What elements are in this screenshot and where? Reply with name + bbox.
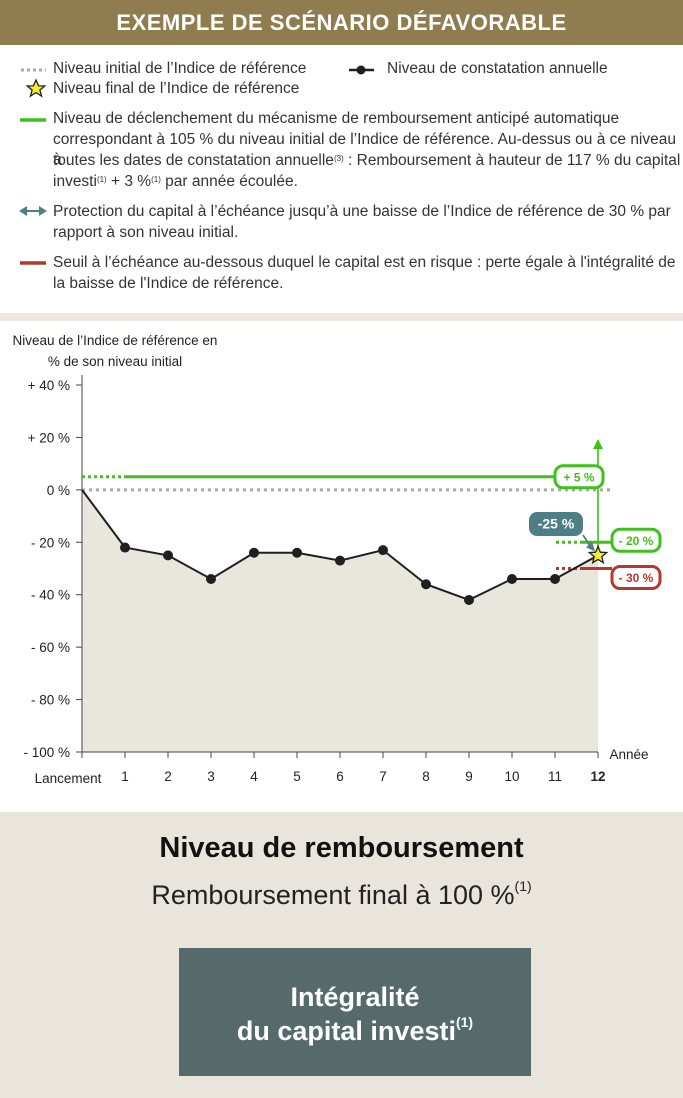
y-tick-label: 0 % [47,483,70,498]
legend-protection-line-2: rapport à son niveau initial. [53,224,239,241]
x-tick-label: 8 [422,769,430,784]
data-point [206,573,216,584]
y-tick-label: - 100 % [23,745,70,760]
legend-trigger-line-4: investi(1) + 3 %(1) par année écoulée. [53,173,298,190]
legend-final-label: Niveau final de l’Indice de référence [53,80,300,97]
y-tick-label: + 20 % [28,430,70,445]
data-point [464,594,474,605]
data-point [120,542,130,553]
star-icon [25,78,47,98]
y-axis-title-line-2: % de son niveau initial [48,354,182,369]
legend-symbols [19,65,374,265]
gap-badge-label: - 20 % [619,534,654,548]
barrier-badge-label: - 30 % [619,571,654,585]
legend-protection-line-1: Protection du capital à l’échéance jusqu… [53,203,671,220]
legend-annual-label: Niveau de constatation annuelle [387,60,608,77]
trigger-badge-label: + 5 % [563,470,594,484]
index-level-chart: + 40 % + 20 % 0 % - 20 % - 40 % - 60 % - 80 % -… [13,333,662,786]
capital-box: Intégralité du capital investi(1) [179,948,531,1076]
marker-line-icon [349,65,374,75]
y-axis-title-line-1: Niveau de l’Indice de référence en [13,333,218,348]
data-point [292,547,302,558]
down-arrow-head [586,541,595,552]
repayment-title: Niveau de remboursement [159,832,524,864]
x-tick-label: 2 [164,769,172,784]
legend-risk-line-1: Seuil à l’échéance au-dessous duquel le … [53,254,676,271]
data-point [335,555,345,566]
data-point [249,547,259,558]
capital-box-line-1: Intégralité [290,982,420,1012]
data-point [550,573,560,584]
area-fill [82,489,598,752]
data-point [507,573,517,584]
up-arrow-head [593,439,603,449]
data-point [421,579,431,590]
y-tick-label: - 60 % [31,640,70,655]
repayment-panel: Niveau de remboursement Remboursement fi… [0,812,683,1098]
final-badge-label: -25 % [538,516,575,532]
page-title: EXEMPLE DE SCÉNARIO DÉFAVORABLE [0,0,683,45]
x-tick-label: 5 [293,769,301,784]
x-tick-label: 9 [465,769,473,784]
x-tick-label: 12 [590,769,605,784]
legend-trigger-line-3: toutes les dates de constatation annuell… [53,152,681,169]
x-tick-label: 4 [250,769,258,784]
legend: Niveau initial de l’Indice de référence … [0,45,683,317]
x-tick-label: Lancement [35,771,102,786]
legend-trigger-line-1: Niveau de déclenchement du mécanisme de … [53,110,620,127]
legend-initial-label: Niveau initial de l’Indice de référence [53,60,307,77]
gap-badge: - 20 % [610,527,662,553]
section-divider [0,313,683,321]
x-tick-label: 6 [336,769,344,784]
x-tick-label: 7 [379,769,387,784]
data-point [378,545,388,556]
x-tick-label: 1 [121,769,129,784]
trigger-badge: + 5 % [553,464,605,490]
y-tick-label: - 20 % [31,535,70,550]
legend-trigger-line-2: correspondant à 105 % du niveau initial … [53,131,676,168]
final-badge: -25 % [529,512,583,536]
barrier-badge: - 30 % [610,565,662,590]
x-tick-label: 3 [207,769,215,784]
capital-box-line-2: du capital investi(1) [236,1014,474,1046]
data-point [163,550,173,561]
y-tick-label: - 80 % [31,693,70,708]
double-arrow-icon [19,206,47,216]
y-tick-label: + 40 % [28,378,70,393]
x-axis-title: Année [609,747,648,762]
legend-risk-line-2: la baisse de l'Indice de référence. [53,275,284,292]
final-level-star [587,544,609,565]
repayment-subtitle: Remboursement final à 100 %(1) [151,878,532,910]
y-tick-label: - 40 % [31,588,70,603]
x-tick-label: 11 [548,769,562,784]
x-tick-label: 10 [504,769,519,784]
